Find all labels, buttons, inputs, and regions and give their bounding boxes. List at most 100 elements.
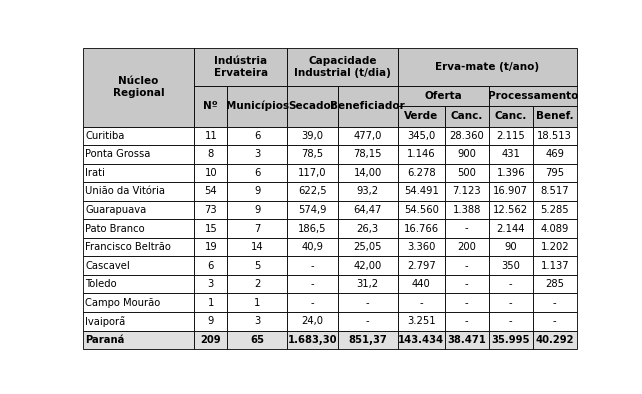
Bar [338, 331, 398, 349]
Bar [398, 145, 445, 164]
Bar [489, 238, 533, 256]
Text: 54.491: 54.491 [404, 186, 438, 197]
Text: Secador: Secador [289, 101, 336, 111]
Text: 2: 2 [254, 279, 261, 289]
Bar [195, 331, 227, 349]
Text: 12.562: 12.562 [493, 205, 528, 215]
Bar [489, 106, 533, 126]
Bar [445, 106, 489, 126]
Bar [398, 312, 445, 331]
Bar [533, 256, 577, 275]
Bar [533, 331, 577, 349]
Text: Paraná: Paraná [85, 335, 125, 345]
Text: Irati: Irati [85, 168, 105, 178]
Text: Campo Mourão: Campo Mourão [85, 298, 160, 308]
Bar [227, 275, 288, 294]
Text: 1.396: 1.396 [496, 168, 525, 178]
Text: 4.089: 4.089 [541, 223, 569, 234]
Bar [338, 219, 398, 238]
Bar [288, 275, 338, 294]
Bar [338, 312, 398, 331]
Bar [195, 126, 227, 145]
Bar [338, 126, 398, 145]
Bar [398, 275, 445, 294]
Bar [195, 294, 227, 312]
Bar [489, 256, 533, 275]
Bar [398, 256, 445, 275]
Bar [445, 331, 489, 349]
Text: 10: 10 [205, 168, 217, 178]
Bar [533, 201, 577, 219]
Text: 9: 9 [207, 316, 214, 326]
Bar [227, 182, 288, 201]
Bar [288, 294, 338, 312]
Bar [445, 294, 489, 312]
Text: 851,37: 851,37 [349, 335, 387, 345]
Text: 3: 3 [254, 316, 261, 326]
Text: -: - [509, 279, 512, 289]
Bar [195, 48, 288, 85]
Text: 16.766: 16.766 [404, 223, 439, 234]
Bar [195, 312, 227, 331]
Bar [288, 48, 398, 85]
Text: 2.797: 2.797 [407, 261, 436, 271]
Bar [83, 275, 195, 294]
Text: 1: 1 [207, 298, 214, 308]
Bar [489, 201, 533, 219]
Bar [227, 201, 288, 219]
Bar [195, 275, 227, 294]
Bar [227, 164, 288, 182]
Bar [398, 294, 445, 312]
Bar [288, 145, 338, 164]
Bar [489, 331, 533, 349]
Bar [445, 164, 489, 182]
Text: 11: 11 [204, 131, 217, 141]
Bar [445, 312, 489, 331]
Bar [445, 238, 489, 256]
Bar [338, 275, 398, 294]
Bar [533, 219, 577, 238]
Bar [83, 182, 195, 201]
Text: 3: 3 [254, 149, 261, 159]
Text: 18.513: 18.513 [537, 131, 572, 141]
Bar [195, 164, 227, 182]
Text: 40,9: 40,9 [302, 242, 324, 252]
Text: Erva-mate (t/ano): Erva-mate (t/ano) [435, 62, 539, 72]
Text: 5: 5 [254, 261, 261, 271]
Bar [533, 145, 577, 164]
Text: 16.907: 16.907 [493, 186, 528, 197]
Text: 285: 285 [545, 279, 564, 289]
Bar [338, 201, 398, 219]
Text: 8: 8 [208, 149, 214, 159]
Text: 90: 90 [505, 242, 517, 252]
Text: 31,2: 31,2 [357, 279, 379, 289]
Text: -: - [419, 298, 423, 308]
Bar [83, 331, 195, 349]
Bar [533, 294, 577, 312]
Text: 38.471: 38.471 [447, 335, 486, 345]
Bar [489, 312, 533, 331]
Text: 28.360: 28.360 [449, 131, 484, 141]
Text: 1.683,30: 1.683,30 [288, 335, 337, 345]
Text: -: - [465, 298, 469, 308]
Text: Oferta: Oferta [424, 91, 462, 101]
Text: 186,5: 186,5 [299, 223, 327, 234]
Bar [533, 275, 577, 294]
Bar [445, 275, 489, 294]
Text: -: - [311, 279, 315, 289]
Bar [533, 312, 577, 331]
Text: 7.123: 7.123 [453, 186, 481, 197]
Text: 1.137: 1.137 [541, 261, 569, 271]
Bar [398, 201, 445, 219]
Bar [445, 201, 489, 219]
Bar [445, 256, 489, 275]
Text: 3: 3 [208, 279, 214, 289]
Bar [288, 85, 338, 126]
Text: 209: 209 [200, 335, 221, 345]
Text: 350: 350 [501, 261, 520, 271]
Text: 54.560: 54.560 [404, 205, 438, 215]
Bar [445, 126, 489, 145]
Bar [227, 331, 288, 349]
Bar [195, 145, 227, 164]
Text: Municípios: Municípios [226, 101, 289, 111]
